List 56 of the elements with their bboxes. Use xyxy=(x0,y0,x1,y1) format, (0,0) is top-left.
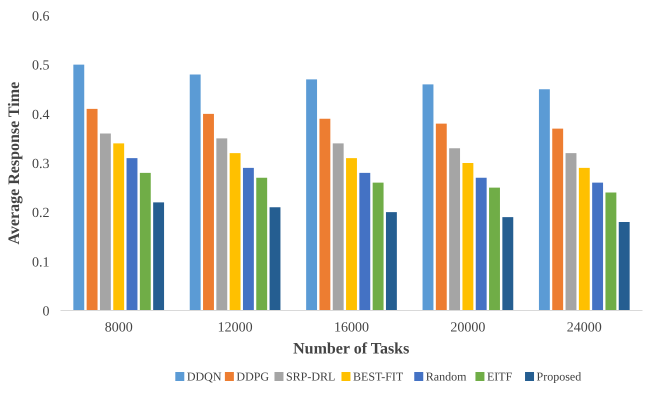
bar xyxy=(100,134,111,310)
bar xyxy=(203,114,214,310)
legend-label: BEST-FIT xyxy=(352,370,404,384)
bar xyxy=(566,153,576,310)
x-axis-title: Number of Tasks xyxy=(293,340,410,358)
bar xyxy=(73,64,84,310)
x-tick-label: 20000 xyxy=(450,320,486,336)
y-tick-label: 0.4 xyxy=(32,108,50,123)
bar xyxy=(216,138,228,310)
bar xyxy=(230,153,241,310)
y-tick-label: 0.6 xyxy=(32,10,50,24)
x-tick-label: 16000 xyxy=(334,320,369,336)
x-tick-label: 12000 xyxy=(218,320,253,336)
y-tick-label: 0.5 xyxy=(32,58,50,74)
bar xyxy=(346,158,357,310)
bar xyxy=(489,188,500,310)
y-tick-label: 0.3 xyxy=(32,157,50,172)
y-tick-label: 0 xyxy=(42,304,50,320)
bar xyxy=(592,182,604,310)
bar xyxy=(306,79,318,310)
bar xyxy=(319,118,330,310)
x-tick-label: 8000 xyxy=(104,320,133,336)
bar xyxy=(578,168,590,310)
legend-label: SRP-DRL xyxy=(286,370,336,384)
bar xyxy=(153,202,164,310)
bar xyxy=(113,143,124,310)
bar xyxy=(140,172,151,310)
x-tick-label: 24000 xyxy=(566,320,602,336)
bar xyxy=(462,163,474,310)
bar xyxy=(538,89,550,310)
y-tick-label: 0.2 xyxy=(32,206,50,222)
legend-label: DDPG xyxy=(236,370,270,384)
bar xyxy=(386,212,397,310)
bar xyxy=(476,178,487,310)
bar xyxy=(126,158,138,310)
legend-label: Random xyxy=(426,370,468,384)
y-tick-label: 0.1 xyxy=(32,255,50,270)
bar xyxy=(422,84,434,310)
bar xyxy=(552,128,564,310)
bar xyxy=(256,178,268,310)
legend-label: EITF xyxy=(486,370,513,384)
bar xyxy=(372,182,384,310)
legend-label: DDQN xyxy=(186,370,222,384)
y-axis-title: Average Response Time xyxy=(6,82,23,244)
bar xyxy=(436,124,447,310)
bar xyxy=(242,168,254,310)
bar xyxy=(86,108,98,310)
bar xyxy=(618,222,630,310)
bar xyxy=(502,217,514,310)
bar xyxy=(270,207,280,310)
bar xyxy=(190,74,201,310)
bar xyxy=(605,192,616,310)
bar xyxy=(332,143,344,310)
bar xyxy=(449,148,460,310)
legend-label: Proposed xyxy=(536,370,582,384)
bar xyxy=(359,172,370,310)
